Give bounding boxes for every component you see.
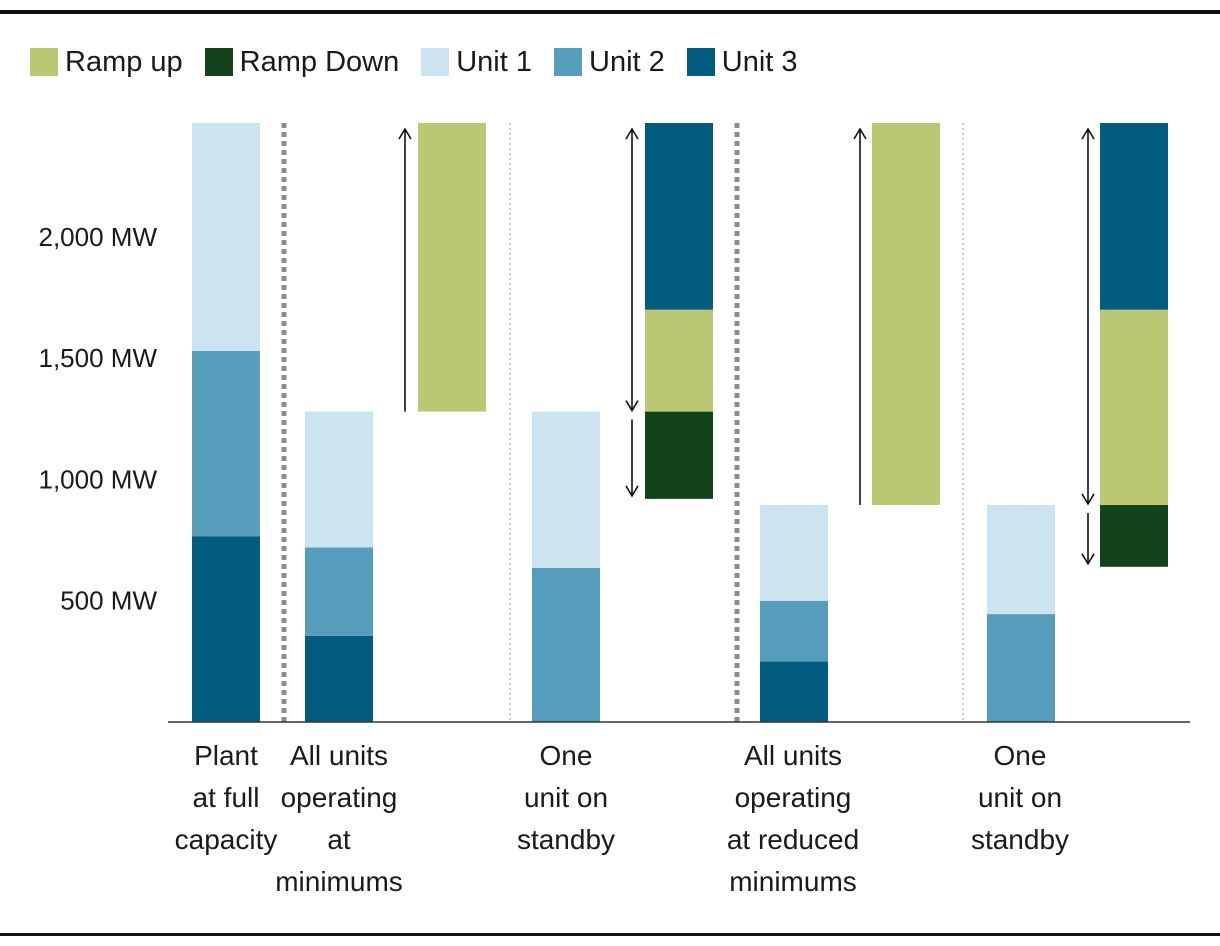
arrow-s3-1-head-down — [625, 400, 639, 413]
bar-s4-unit2 — [760, 600, 828, 662]
scenario-label-3-line-2: unit on — [524, 782, 608, 813]
legend-label-ramp-down: Ramp Down — [239, 45, 400, 78]
bar-s4-unit3 — [760, 661, 828, 722]
legend-swatch-unit-3 — [686, 48, 715, 76]
flex-bar-s5-ramp_up — [1100, 309, 1168, 505]
scenario-label-4-line-3: at reduced — [727, 824, 859, 855]
arrow-s5-1-head-up — [1081, 127, 1095, 140]
scenario-label-3-line-3: standby — [517, 824, 615, 855]
scenario-label-4: All units operating at reduced minimums — [727, 740, 859, 897]
scenario-label-2-line-3: at — [327, 824, 351, 855]
arrow-s4-1-head-up — [853, 127, 867, 140]
y-tick-label-1500: 1,500 MW — [39, 343, 158, 373]
flex-bar-s3-ramp_up — [645, 309, 713, 412]
legend-item-unit-1: Unit 1 — [421, 46, 532, 79]
arrow-s3-2-head-down — [625, 485, 639, 498]
bottom-rule — [0, 933, 1220, 936]
scenario-label-4-line-4: minimums — [729, 866, 857, 897]
bar-s4-unit1 — [760, 504, 828, 601]
flex-bar-s2-ramp_up — [418, 123, 486, 412]
legend-item-ramp-up: Ramp up — [30, 46, 183, 79]
arrow-s5-2-head-down — [1081, 553, 1095, 566]
scenario-label-2: All units operating at minimums — [275, 740, 403, 897]
arrow-s2-1-head-up — [398, 127, 412, 140]
flex-bar-s3-ramp_down — [645, 411, 713, 499]
arrow-s3-1-head-up — [625, 127, 639, 140]
bar-s1-unit3 — [192, 536, 260, 722]
bar-s5-unit2 — [987, 614, 1055, 722]
bar-s2-unit3 — [305, 635, 373, 722]
scenario-label-4-line-2: operating — [735, 782, 852, 813]
bar-s2-unit2 — [305, 547, 373, 636]
legend-swatch-unit-1 — [421, 48, 450, 76]
scenario-label-5: One unit on standby — [971, 740, 1069, 855]
flex-bar-s5-ramp_down — [1100, 504, 1168, 567]
y-tick-label-500: 500 MW — [60, 586, 157, 616]
legend-swatch-ramp-up — [30, 48, 58, 76]
legend-item-unit-3: Unit 3 — [686, 45, 798, 79]
legend-label-unit-2: Unit 2 — [589, 45, 665, 78]
scenario-label-5-line-2: unit on — [978, 782, 1062, 813]
legend-swatch-ramp-down — [204, 48, 233, 76]
bar-s1-unit2 — [192, 350, 260, 537]
bar-s1-unit1 — [192, 123, 260, 351]
bar-s2-unit1 — [305, 411, 373, 548]
scenario-label-1-line-2: at full — [193, 782, 260, 813]
top-rule — [0, 10, 1220, 14]
bar-s3-unit1 — [532, 411, 600, 569]
scenario-label-2-line-2: operating — [281, 782, 398, 813]
legend-label-unit-3: Unit 3 — [721, 45, 798, 78]
y-tick-label-1000: 1,000 MW — [39, 464, 158, 494]
arrow-s5-1-head-down — [1081, 493, 1095, 506]
bar-s5-unit1 — [987, 504, 1055, 615]
legend: Ramp up Ramp Down Unit 1 Unit 2 Unit 3 — [30, 44, 820, 80]
flex-bar-s5-unit3 — [1100, 123, 1168, 310]
legend-item-ramp-down: Ramp Down — [204, 45, 400, 79]
scenario-label-1: Plant at full capacity — [175, 740, 278, 855]
legend-swatch-unit-2 — [554, 48, 582, 76]
scenario-label-5-line-3: standby — [971, 824, 1069, 855]
legend-label-unit-1: Unit 1 — [456, 45, 532, 78]
flex-bar-s4-ramp_up — [872, 123, 940, 505]
scenario-label-1-line-3: capacity — [175, 824, 278, 855]
scenario-label-3-line-1: One — [540, 740, 593, 771]
scenario-label-3: One unit on standby — [517, 740, 615, 855]
legend-label-ramp-up: Ramp up — [65, 45, 183, 78]
scenario-label-4-line-1: All units — [744, 740, 842, 771]
legend-item-unit-2: Unit 2 — [554, 46, 665, 79]
scenario-label-1-line-1: Plant — [194, 740, 258, 771]
bar-s3-unit2 — [532, 568, 600, 722]
scenario-label-2-line-1: All units — [290, 740, 388, 771]
scenario-label-2-line-4: minimums — [275, 866, 403, 897]
scenario-label-5-line-1: One — [994, 740, 1047, 771]
flex-bar-s3-unit3 — [645, 123, 713, 310]
y-tick-label-2000: 2,000 MW — [39, 222, 158, 252]
